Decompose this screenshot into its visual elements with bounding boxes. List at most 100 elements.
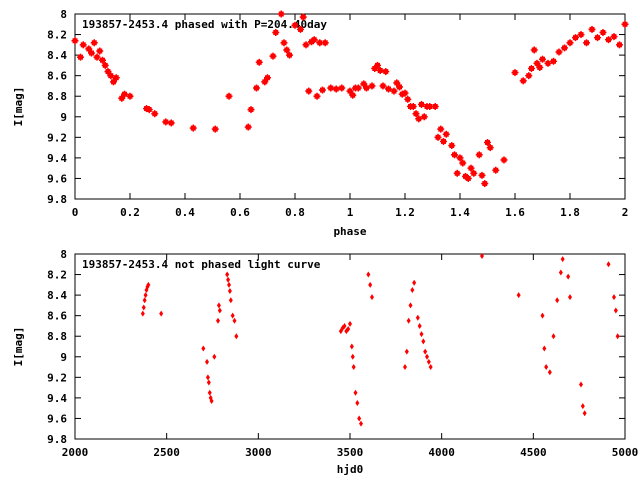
phased-y-tick-label: 9	[60, 111, 67, 124]
unphased-x-tick-label: 3000	[245, 446, 272, 459]
unphased-data-point	[351, 364, 356, 371]
phased-data-point	[360, 80, 368, 88]
unphased-data-point	[342, 322, 347, 329]
phased-data-point	[396, 83, 403, 91]
phased-y-tick-label: 9.6	[47, 172, 67, 185]
phased-data-point	[475, 151, 483, 159]
phased-x-tick-label: 2	[622, 206, 629, 219]
unphased-data-point	[421, 338, 426, 345]
unphased-data-point	[234, 333, 239, 340]
unphased-data-point	[540, 312, 545, 319]
unphased-x-tick-label: 5000	[612, 446, 639, 459]
unphased-data-point	[201, 345, 206, 352]
unphased-x-axis-label: hjd0	[337, 463, 364, 476]
phased-data-point	[440, 137, 447, 145]
phased-data-point	[319, 86, 326, 94]
phased-y-tick-label: 8.4	[47, 49, 67, 62]
unphased-data-point	[230, 312, 235, 319]
unphased-y-tick-label: 9.8	[47, 433, 67, 446]
phased-data-point	[313, 92, 321, 100]
phased-data-point	[588, 25, 596, 33]
phased-data-point	[291, 21, 299, 29]
unphased-data-point	[410, 286, 415, 293]
unphased-data-point	[142, 297, 147, 304]
phased-data-point	[528, 64, 535, 72]
unphased-y-tick-label: 8.4	[47, 289, 67, 302]
unphased-data-point	[580, 403, 585, 410]
unphased-data-point	[228, 297, 233, 304]
phased-data-point	[85, 45, 93, 53]
phased-x-tick-label: 0.2	[120, 206, 140, 219]
unphased-x-tick-label: 3500	[337, 446, 364, 459]
unphased-data-point	[366, 271, 371, 278]
phased-data-point	[379, 82, 387, 90]
phased-data-point	[566, 39, 574, 47]
phased-data-point	[363, 84, 370, 92]
phased-data-point	[544, 59, 552, 67]
unphased-data-point	[368, 281, 373, 288]
phased-data-point	[118, 94, 126, 102]
phased-y-tick-label: 8.8	[47, 90, 67, 103]
phased-data-point	[456, 154, 464, 162]
phased-x-tick-label: 1.8	[560, 206, 580, 219]
phased-data-point	[409, 103, 417, 110]
phased-data-point	[77, 53, 84, 61]
phased-data-point	[550, 57, 557, 65]
phased-data-point	[277, 10, 285, 18]
phased-data-point	[610, 33, 618, 41]
unphased-chart-title: 193857-2453.4 not phased light curve	[82, 258, 321, 271]
phased-data-point	[349, 91, 357, 99]
unphased-data-point	[205, 358, 209, 365]
unphased-data-point	[370, 294, 374, 301]
unphased-data-point	[560, 256, 565, 263]
phased-data-point	[264, 74, 271, 82]
phased-data-point	[101, 61, 109, 69]
phased-y-tick-label: 8.6	[47, 70, 67, 83]
unphased-data-point	[568, 294, 572, 301]
unphased-data-point	[227, 288, 232, 294]
phased-data-point	[189, 124, 197, 132]
phased-data-point	[305, 87, 313, 95]
unphased-data-point	[612, 294, 616, 301]
unphased-x-tick-label: 2000	[62, 446, 89, 459]
phased-data-point	[437, 125, 445, 133]
phased-data-point	[536, 63, 544, 71]
phased-data-point	[374, 61, 381, 69]
phased-x-tick-label: 0.8	[285, 206, 305, 219]
unphased-data-point	[216, 302, 221, 309]
phased-data-point	[286, 51, 293, 59]
phased-data-point	[478, 171, 486, 179]
unphased-data-point	[143, 292, 148, 299]
phased-x-tick-label: 1.2	[395, 206, 415, 219]
phased-data-point	[247, 106, 255, 114]
phased-data-point	[415, 115, 423, 123]
unphased-data-point	[232, 317, 237, 324]
unphased-data-point	[425, 353, 429, 360]
phased-data-point	[451, 151, 458, 159]
phased-data-point	[151, 110, 159, 118]
unphased-data-point	[544, 364, 549, 371]
unphased-data-point	[227, 281, 231, 288]
phased-data-point	[401, 89, 409, 97]
phased-data-point	[390, 87, 398, 95]
unphased-data-point	[426, 358, 431, 365]
phased-data-point	[459, 159, 467, 167]
phased-data-point	[561, 44, 568, 52]
unphased-data-point	[350, 353, 355, 360]
unphased-y-tick-label: 8.6	[47, 310, 67, 323]
phased-data-point	[253, 84, 260, 92]
phased-x-tick-label: 0.6	[230, 206, 250, 219]
phased-data-point	[126, 92, 134, 100]
unphased-data-point	[207, 389, 212, 396]
phased-data-point	[79, 41, 87, 49]
phased-x-tick-label: 1.6	[505, 206, 525, 219]
phased-data-point	[269, 52, 277, 60]
unphased-data-point	[159, 310, 164, 317]
unphased-y-tick-label: 9.2	[47, 371, 67, 384]
phased-data-point	[225, 92, 233, 100]
phased-data-point	[299, 13, 307, 21]
phased-data-point	[448, 142, 456, 150]
phased-data-point	[539, 55, 546, 63]
phased-data-point	[420, 113, 428, 121]
unphased-data-point	[348, 320, 352, 327]
